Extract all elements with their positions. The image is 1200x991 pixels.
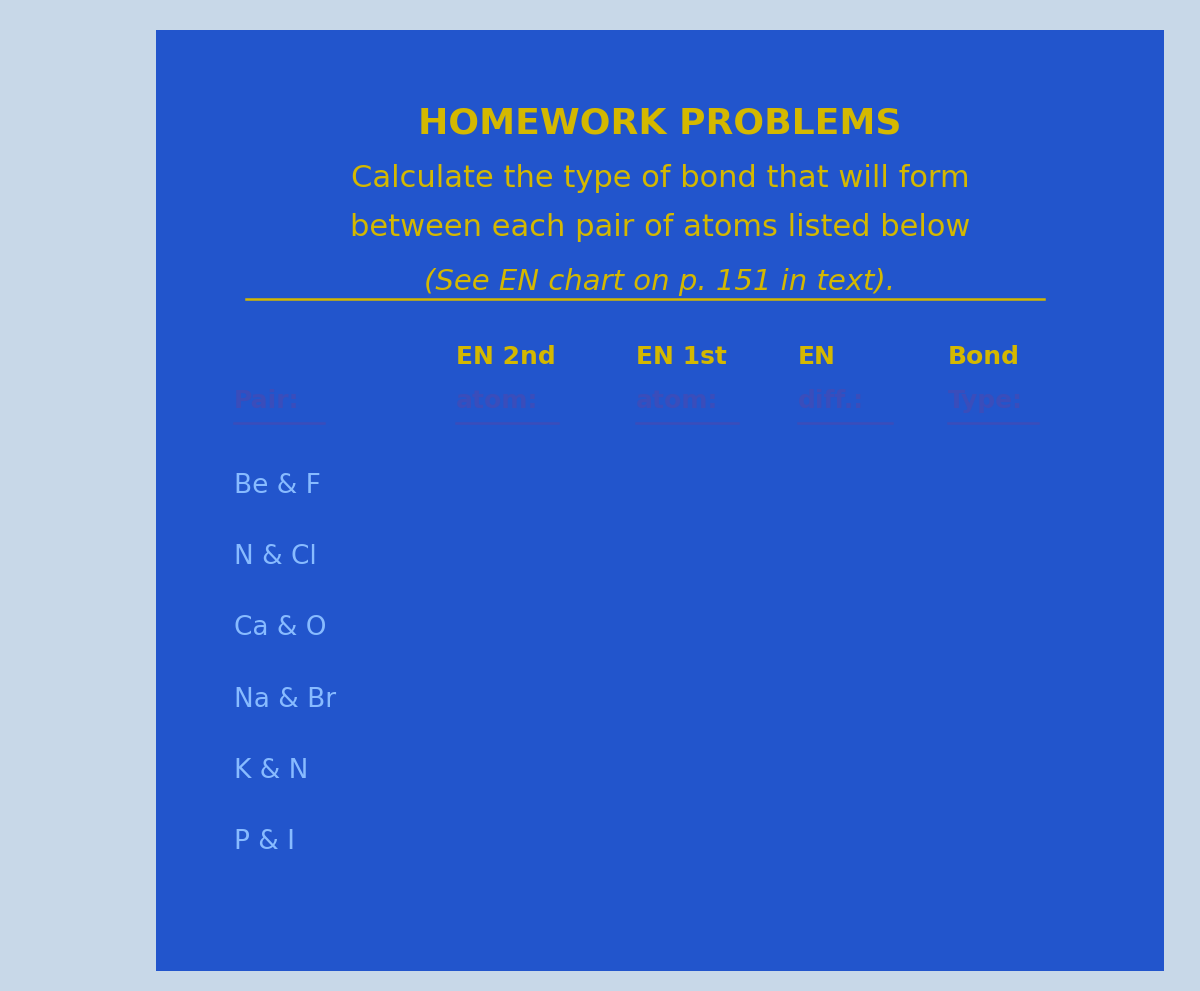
Text: P & I: P & I — [234, 829, 295, 855]
Text: EN: EN — [798, 345, 836, 369]
Text: Na & Br: Na & Br — [234, 687, 336, 713]
Text: K & N: K & N — [234, 758, 308, 784]
Text: Type:: Type: — [948, 389, 1022, 413]
Text: N & Cl: N & Cl — [234, 544, 317, 570]
Text: EN 2nd: EN 2nd — [456, 345, 556, 369]
Text: between each pair of atoms listed below: between each pair of atoms listed below — [350, 213, 970, 243]
Text: diff.:: diff.: — [798, 389, 864, 413]
Text: (See EN chart on p. 151 in text).: (See EN chart on p. 151 in text). — [425, 269, 895, 296]
Text: Be & F: Be & F — [234, 473, 320, 498]
Text: EN 1st: EN 1st — [636, 345, 727, 369]
Text: Calculate the type of bond that will form: Calculate the type of bond that will for… — [350, 164, 970, 193]
FancyBboxPatch shape — [156, 30, 1164, 971]
Text: HOMEWORK PROBLEMS: HOMEWORK PROBLEMS — [419, 107, 901, 141]
Text: Bond: Bond — [948, 345, 1020, 369]
Text: Pair:: Pair: — [234, 389, 300, 413]
Text: atom:: atom: — [456, 389, 539, 413]
Text: Ca & O: Ca & O — [234, 615, 326, 641]
Text: atom:: atom: — [636, 389, 719, 413]
